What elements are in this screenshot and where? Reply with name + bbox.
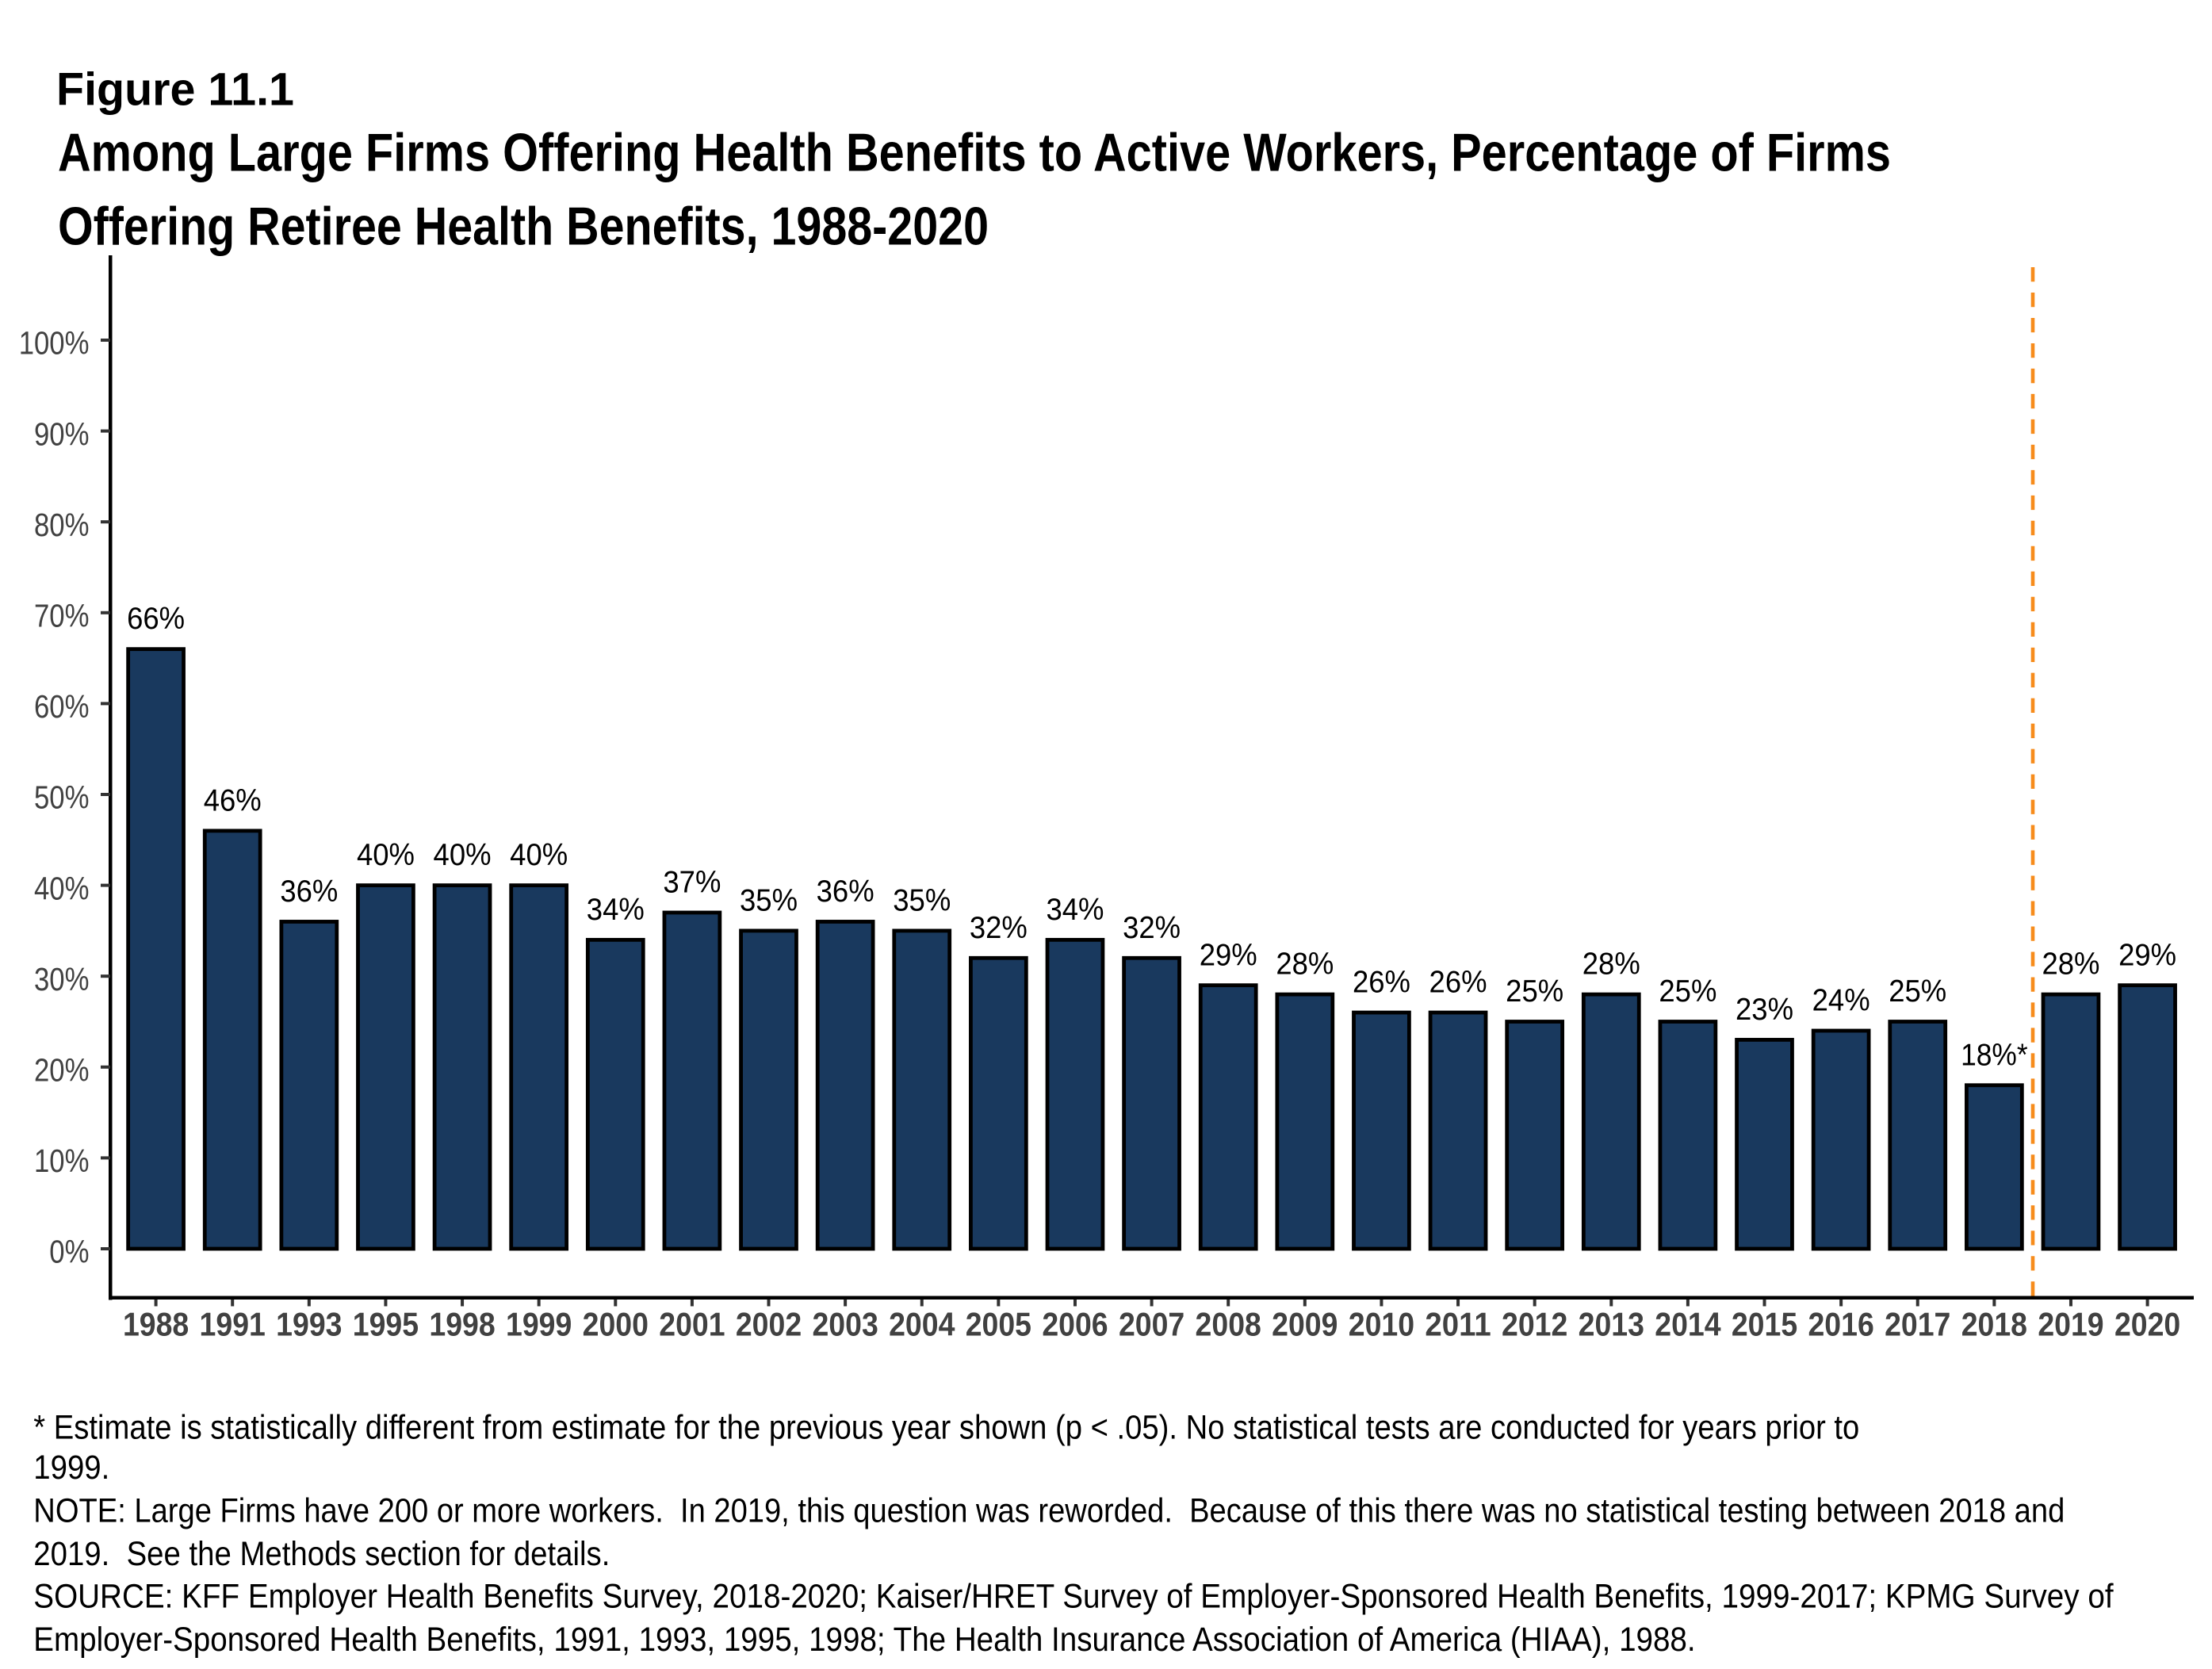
svg-text:1999.: 1999. — [33, 1449, 109, 1487]
svg-text:26%: 26% — [1353, 966, 1410, 1000]
svg-text:66%: 66% — [127, 602, 185, 636]
svg-text:2016: 2016 — [1808, 1306, 1873, 1343]
svg-text:26%: 26% — [1429, 966, 1487, 1000]
svg-text:29%: 29% — [2118, 938, 2176, 972]
svg-text:1999: 1999 — [506, 1306, 572, 1343]
svg-text:2000: 2000 — [583, 1306, 649, 1343]
svg-text:1993: 1993 — [276, 1306, 342, 1343]
svg-text:1998: 1998 — [429, 1306, 495, 1343]
svg-text:28%: 28% — [1276, 947, 1334, 982]
svg-text:18%*: 18%* — [1961, 1038, 2028, 1072]
svg-text:1988: 1988 — [123, 1306, 189, 1343]
svg-text:100%: 100% — [19, 325, 90, 362]
svg-text:20%: 20% — [34, 1052, 90, 1089]
svg-text:Among Large Firms Offering Hea: Among Large Firms Offering Health Benefi… — [58, 123, 1891, 183]
svg-text:25%: 25% — [1889, 974, 1946, 1009]
svg-text:2019: 2019 — [2038, 1306, 2103, 1343]
svg-text:2006: 2006 — [1042, 1306, 1108, 1343]
svg-text:34%: 34% — [587, 893, 645, 927]
svg-text:32%: 32% — [970, 911, 1028, 945]
svg-text:28%: 28% — [2042, 947, 2099, 982]
svg-text:36%: 36% — [280, 875, 338, 909]
svg-text:2007: 2007 — [1119, 1306, 1184, 1343]
svg-text:2008: 2008 — [1196, 1306, 1261, 1343]
svg-text:2010: 2010 — [1349, 1306, 1414, 1343]
svg-text:2001: 2001 — [659, 1306, 725, 1343]
svg-text:24%: 24% — [1812, 984, 1870, 1018]
svg-text:36%: 36% — [817, 875, 874, 909]
svg-text:* Estimate is statistically di: * Estimate is statistically different fr… — [33, 1409, 1859, 1447]
svg-text:10%: 10% — [34, 1143, 90, 1179]
svg-text:30%: 30% — [34, 961, 90, 997]
svg-text:46%: 46% — [204, 783, 262, 817]
svg-text:1991: 1991 — [200, 1306, 266, 1343]
svg-text:23%: 23% — [1736, 993, 1793, 1027]
svg-text:40%: 40% — [510, 838, 568, 872]
svg-text:2009: 2009 — [1272, 1306, 1338, 1343]
svg-text:34%: 34% — [1046, 893, 1104, 927]
svg-text:Offering Retiree Health Benefi: Offering Retiree Health Benefits, 1988-2… — [58, 197, 989, 257]
svg-text:2015: 2015 — [1732, 1306, 1797, 1343]
svg-text:70%: 70% — [34, 598, 90, 634]
svg-text:35%: 35% — [893, 884, 951, 918]
svg-text:80%: 80% — [34, 507, 90, 543]
svg-text:29%: 29% — [1200, 938, 1257, 972]
svg-text:40%: 40% — [34, 870, 90, 906]
svg-text:2005: 2005 — [966, 1306, 1031, 1343]
svg-text:2011: 2011 — [1425, 1306, 1491, 1343]
svg-text:Figure 11.1: Figure 11.1 — [56, 64, 294, 116]
svg-text:32%: 32% — [1123, 911, 1181, 945]
svg-text:SOURCE: KFF Employer Health Be: SOURCE: KFF Employer Health Benefits Sur… — [33, 1578, 2114, 1616]
svg-text:2013: 2013 — [1579, 1306, 1644, 1343]
svg-text:28%: 28% — [1582, 947, 1640, 982]
svg-text:2002: 2002 — [736, 1306, 802, 1343]
svg-text:2017: 2017 — [1885, 1306, 1950, 1343]
svg-text:50%: 50% — [34, 779, 90, 816]
svg-text:35%: 35% — [740, 884, 798, 918]
svg-text:2014: 2014 — [1655, 1306, 1721, 1343]
svg-text:0%: 0% — [49, 1234, 89, 1270]
svg-text:2020: 2020 — [2114, 1306, 2180, 1343]
svg-text:1995: 1995 — [353, 1306, 419, 1343]
svg-text:25%: 25% — [1506, 974, 1563, 1009]
svg-text:2019. See the Methods section: 2019. See the Methods section for detail… — [33, 1535, 610, 1573]
svg-text:40%: 40% — [357, 838, 415, 872]
svg-text:60%: 60% — [34, 688, 90, 725]
svg-text:2018: 2018 — [1961, 1306, 2027, 1343]
svg-text:2003: 2003 — [812, 1306, 878, 1343]
svg-text:90%: 90% — [34, 415, 90, 452]
svg-text:40%: 40% — [434, 838, 492, 872]
svg-text:25%: 25% — [1659, 974, 1716, 1009]
svg-text:2012: 2012 — [1502, 1306, 1567, 1343]
svg-text:NOTE: Large Firms have 200 or: NOTE: Large Firms have 200 or more worke… — [33, 1492, 2065, 1530]
svg-text:2004: 2004 — [889, 1306, 955, 1343]
svg-text:Employer-Sponsored Health Bene: Employer-Sponsored Health Benefits, 1991… — [33, 1621, 1695, 1659]
svg-text:37%: 37% — [663, 866, 721, 900]
